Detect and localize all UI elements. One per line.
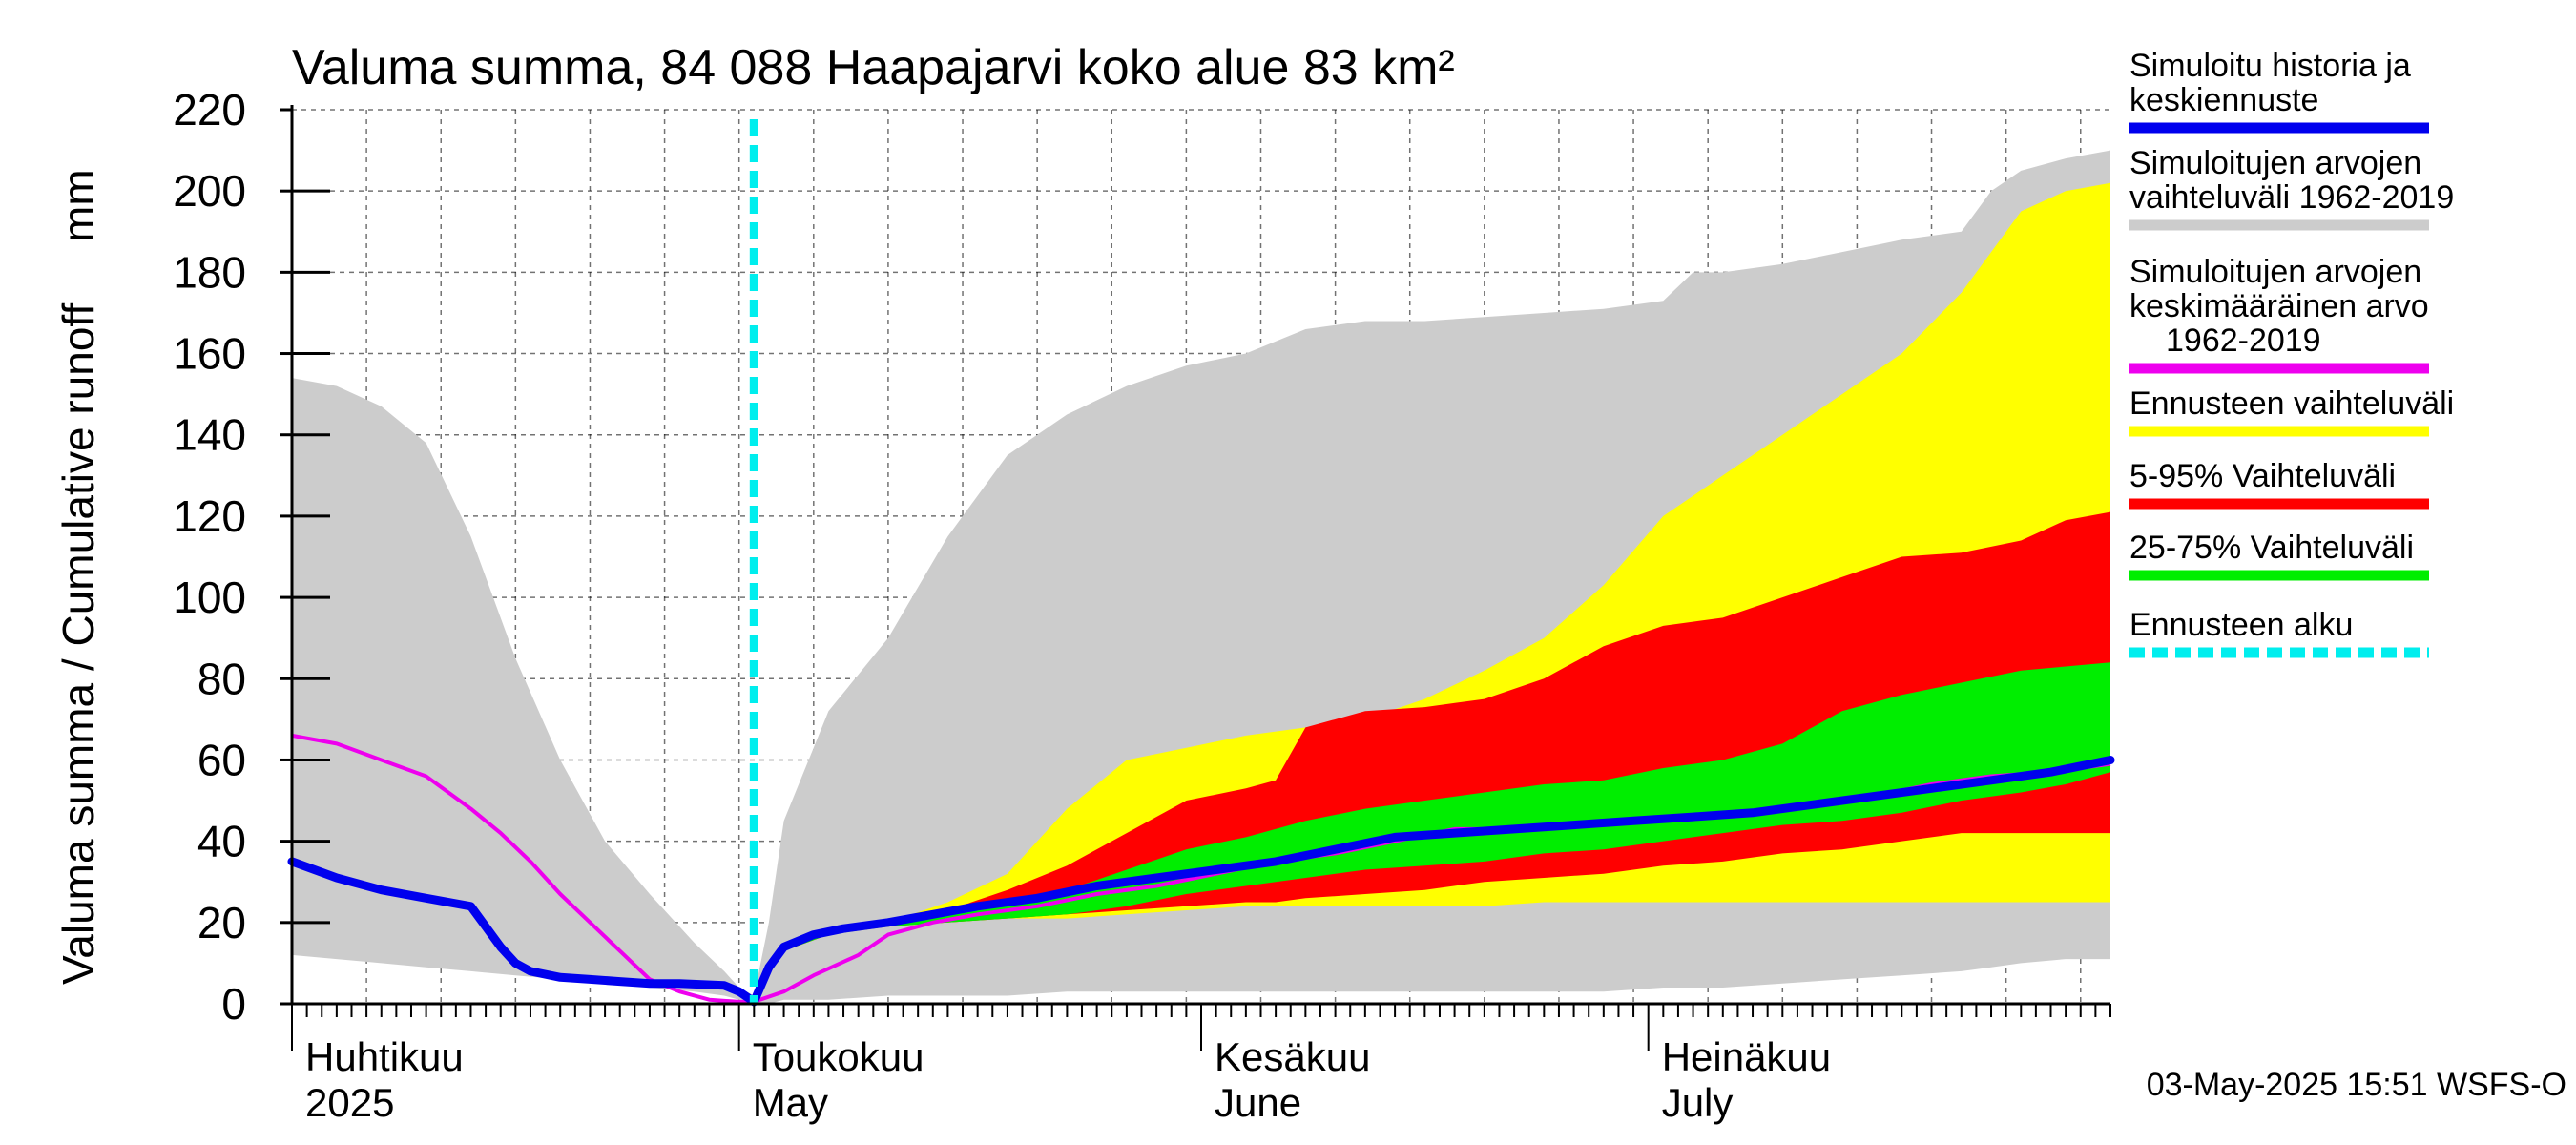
y-tick-label: 60 — [197, 735, 246, 784]
y-tick-label: 140 — [173, 410, 246, 460]
x-month-sublabel: June — [1215, 1080, 1301, 1125]
legend-label: keskiennuste — [2129, 82, 2318, 118]
axes — [280, 105, 2111, 1051]
x-month-label: Kesäkuu — [1215, 1034, 1370, 1079]
x-month-sublabel: July — [1662, 1080, 1734, 1125]
y-tick-label: 180 — [173, 247, 246, 297]
legend-label: Ennusteen vaihteluväli — [2129, 385, 2454, 422]
legend-label: Ennusteen alku — [2129, 607, 2353, 643]
y-tick-labels: 0 20 40 60 80 100 120 140 160 180 200 220 — [173, 85, 246, 1029]
x-month-label: Huhtikuu — [305, 1034, 464, 1079]
x-month-sublabel: 2025 — [305, 1080, 394, 1125]
x-month-sublabel: May — [753, 1080, 828, 1125]
footer-timestamp: 03-May-2025 15:51 WSFS-O — [2147, 1067, 2566, 1103]
y-tick-label: 40 — [197, 817, 246, 866]
chart-title: Valuma summa, 84 088 Haapajarvi koko alu… — [292, 40, 1455, 95]
y-tick-label: 160 — [173, 329, 246, 379]
y-tick-label: 20 — [197, 898, 246, 947]
x-month-label: Heinäkuu — [1662, 1034, 1831, 1079]
plot-area — [287, 109, 2115, 1007]
legend-label: 25-75% Vaihteluväli — [2129, 530, 2414, 566]
x-month-label: Toukokuu — [753, 1034, 924, 1079]
legend-label: Simuloitujen arvojen — [2129, 254, 2421, 290]
p5-95-band — [754, 511, 2110, 1000]
y-tick-label: 220 — [173, 85, 246, 135]
legend-label: keskimääräinen arvo — [2129, 288, 2429, 324]
series-lines — [287, 119, 2115, 1007]
legend-label: 5-95% Vaihteluväli — [2129, 458, 2396, 494]
legend-label: 1962-2019 — [2166, 323, 2321, 359]
y-axis-label: Valuma summa / Cumulative runoff mm — [53, 169, 103, 985]
legend-label: vaihteluväli 1962-2019 — [2129, 179, 2454, 216]
legend-label: Simuloitujen arvojen — [2129, 145, 2421, 181]
legend-label: Simuloitu historia ja — [2129, 48, 2411, 84]
y-tick-label: 100 — [173, 572, 246, 622]
main-forecast-line — [287, 756, 2115, 1007]
y-tick-label: 0 — [221, 979, 246, 1029]
y-tick-label: 200 — [173, 166, 246, 216]
y-tick-label: 80 — [197, 654, 246, 703]
y-tick-label: 120 — [173, 491, 246, 541]
